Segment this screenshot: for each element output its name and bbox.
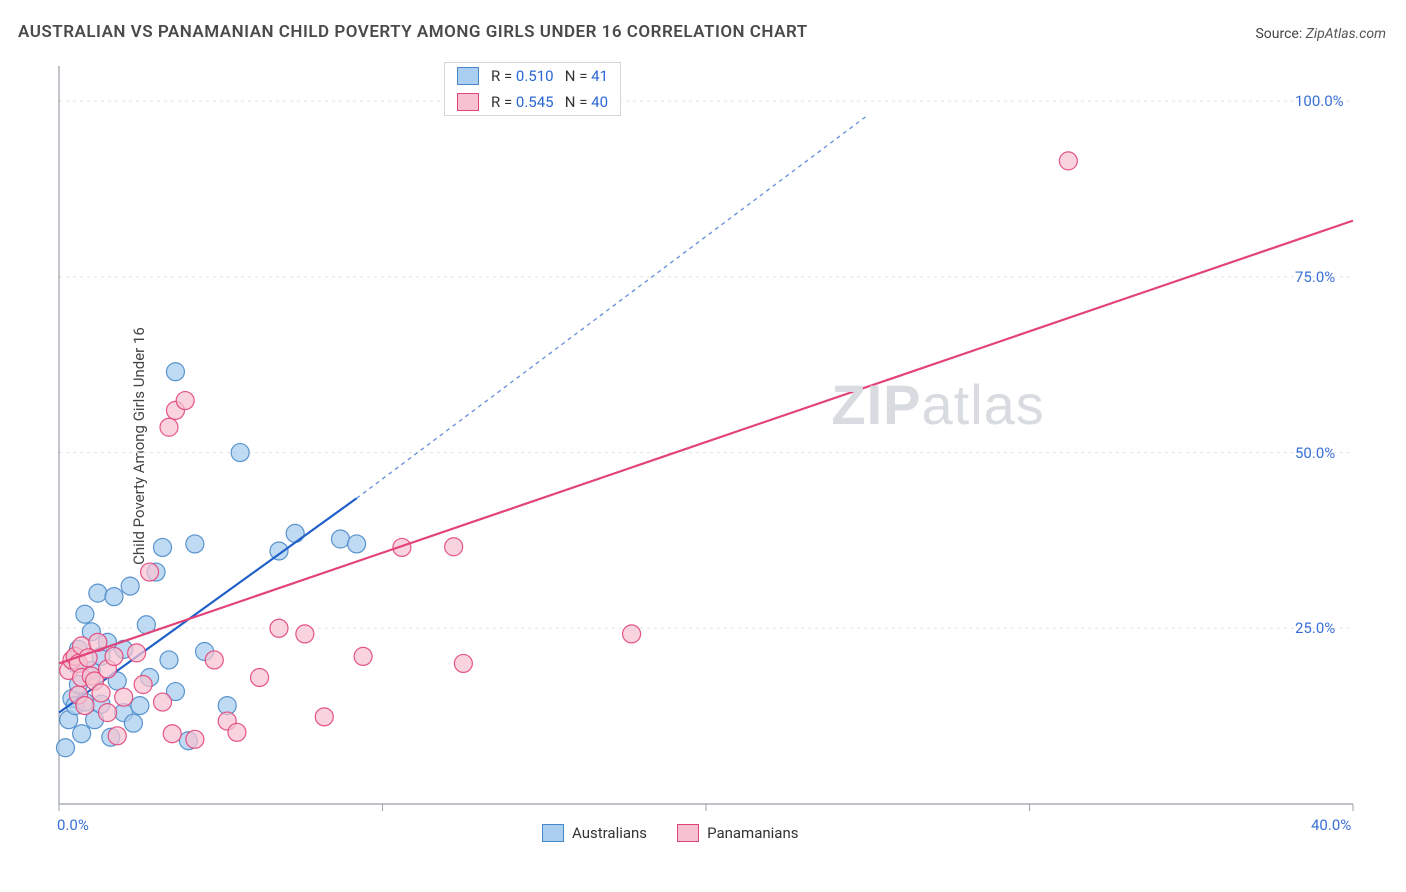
y-tick-label: 75.0% bbox=[1295, 268, 1335, 286]
correlation-legend: R = 0.510 N = 41 R = 0.545 N = 40 bbox=[444, 62, 621, 116]
legend-stats: R = 0.510 N = 41 bbox=[491, 67, 608, 85]
chart-container: AUSTRALIAN VS PANAMANIAN CHILD POVERTY A… bbox=[0, 0, 1406, 892]
legend-swatch bbox=[457, 67, 479, 85]
scatter-plot bbox=[55, 62, 1381, 822]
legend-swatch bbox=[457, 93, 479, 111]
legend-swatch bbox=[677, 824, 699, 842]
x-tick-label: 40.0% bbox=[1311, 816, 1351, 834]
legend-row: R = 0.545 N = 40 bbox=[445, 89, 620, 115]
y-tick-label: 100.0% bbox=[1295, 92, 1344, 110]
series-legend-label: Panamanians bbox=[707, 824, 798, 842]
y-tick-label: 25.0% bbox=[1295, 619, 1335, 637]
legend-swatch bbox=[542, 824, 564, 842]
source-value: ZipAtlas.com bbox=[1306, 26, 1386, 42]
series-legend-item: Australians bbox=[542, 824, 647, 842]
y-tick-label: 50.0% bbox=[1295, 444, 1335, 462]
chart-title: AUSTRALIAN VS PANAMANIAN CHILD POVERTY A… bbox=[18, 22, 808, 42]
source-label: Source: bbox=[1255, 26, 1302, 42]
legend-row: R = 0.510 N = 41 bbox=[445, 63, 620, 89]
source-attribution: Source: ZipAtlas.com bbox=[1255, 26, 1386, 42]
series-legend-label: Australians bbox=[572, 824, 647, 842]
legend-stats: R = 0.545 N = 40 bbox=[491, 93, 608, 111]
series-legend-item: Panamanians bbox=[677, 824, 798, 842]
series-legend: Australians Panamanians bbox=[542, 824, 798, 842]
x-tick-label: 0.0% bbox=[57, 816, 89, 834]
